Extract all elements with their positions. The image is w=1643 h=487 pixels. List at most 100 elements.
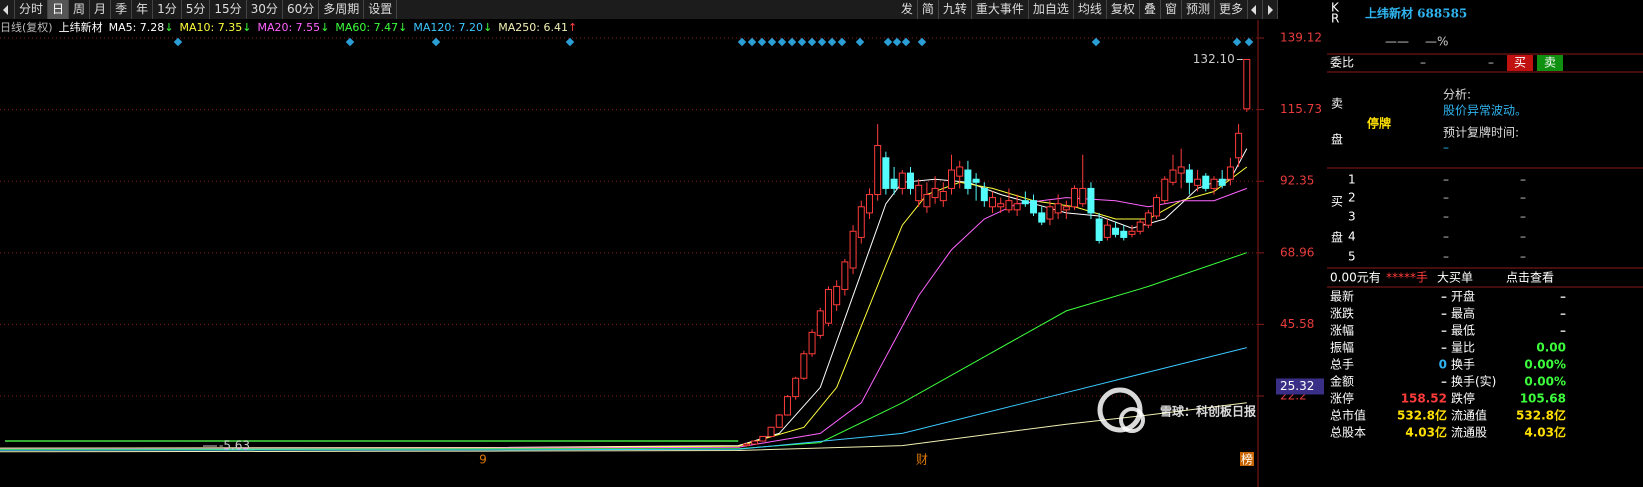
- quote-label: 换手: [1451, 358, 1475, 372]
- candle-body: [808, 331, 816, 355]
- flag: R: [1331, 12, 1339, 26]
- sell-button-label[interactable]: 卖: [1544, 56, 1556, 70]
- period-tab[interactable]: 多周期: [319, 0, 365, 19]
- tool-button[interactable]: 更多: [1215, 0, 1248, 19]
- level: 1: [1348, 173, 1356, 187]
- tool-button[interactable]: 加自选: [1029, 0, 1074, 19]
- resume: 预计复牌时间:: [1443, 126, 1519, 140]
- weibi-value: –: [1488, 56, 1494, 70]
- event-marker: [345, 37, 355, 47]
- buy-button-label[interactable]: 买: [1514, 56, 1526, 70]
- tool-button[interactable]: 重大事件: [972, 0, 1029, 19]
- period-tab[interactable]: 5分: [182, 0, 211, 19]
- quote-value: –: [1560, 324, 1566, 338]
- ma-trend: ↓: [398, 21, 408, 34]
- candle-body: [1136, 221, 1144, 232]
- big-order: *****手: [1386, 271, 1428, 285]
- period-label: 日线(复权): [0, 21, 53, 34]
- candle-body: [751, 440, 759, 445]
- tool-button[interactable]: 叠: [1140, 0, 1161, 19]
- status: 停牌: [1367, 116, 1391, 131]
- candle-body: [997, 203, 1005, 208]
- period-tab[interactable]: 设置: [364, 0, 398, 19]
- period-tab[interactable]: 15分: [210, 0, 247, 19]
- tool-button[interactable]: 发: [897, 0, 918, 19]
- current-price-box: [1276, 378, 1324, 395]
- candle-body: [1095, 218, 1103, 241]
- candle-body: [915, 184, 923, 202]
- sell-button: [1537, 55, 1563, 71]
- candle-body: [1013, 203, 1021, 211]
- candle-body: [1112, 227, 1120, 235]
- candle-body: [841, 261, 849, 290]
- event-marker: [737, 37, 747, 47]
- resume-value: –: [1443, 141, 1449, 155]
- period-tab[interactable]: 季: [111, 0, 133, 19]
- ma-trend: ↓: [320, 21, 330, 34]
- volume: –: [1520, 230, 1526, 244]
- event-marker: [855, 37, 865, 47]
- quote-label: 涨跌: [1330, 306, 1354, 321]
- ma-name: MA120: 7.20: [413, 21, 484, 34]
- reason: 股价异常波动。: [1443, 104, 1527, 118]
- period-tab[interactable]: 60分: [283, 0, 320, 19]
- period-tab[interactable]: 日: [48, 0, 70, 19]
- ma-legend: MA250: 6.41↑: [498, 20, 577, 36]
- tool-button[interactable]: 九转: [939, 0, 972, 19]
- period-tab[interactable]: 分时: [15, 0, 49, 19]
- event-marker: [777, 37, 787, 47]
- pct: —%: [1425, 35, 1448, 49]
- event-marker: [565, 37, 575, 47]
- event-marker: [431, 37, 441, 47]
- price: –: [1443, 210, 1449, 224]
- period-tab[interactable]: 30分: [247, 0, 283, 19]
- candle-body: [1054, 203, 1062, 214]
- quote-label: 最高: [1451, 306, 1475, 321]
- tool-button[interactable]: 预测: [1182, 0, 1215, 19]
- tool-button[interactable]: 窗: [1161, 0, 1182, 19]
- event-marker: [787, 37, 797, 47]
- period-tab[interactable]: 月: [90, 0, 112, 19]
- quote-value: 158.52: [1401, 392, 1447, 406]
- event-marker: [817, 37, 827, 47]
- period-tab[interactable]: 周: [69, 0, 91, 19]
- back-icon[interactable]: [1248, 0, 1263, 19]
- buy-button: [1507, 55, 1533, 71]
- quote-value: 532.8亿: [1516, 408, 1566, 423]
- price: –: [1443, 173, 1449, 187]
- ma-line: [0, 148, 1248, 449]
- price: –: [1443, 250, 1449, 264]
- event-marker: [1244, 37, 1254, 47]
- y-tick-label: 92.35: [1280, 174, 1314, 188]
- quote-label: 换手(实): [1451, 374, 1496, 389]
- next-icon[interactable]: [1263, 0, 1278, 19]
- candle-body: [1177, 166, 1185, 174]
- quote-value: 105.68: [1520, 392, 1566, 406]
- period-tab[interactable]: 年: [132, 0, 154, 19]
- quote-label: 流通值: [1451, 408, 1487, 423]
- tool-button[interactable]: 复权: [1107, 0, 1140, 19]
- prev-icon[interactable]: [0, 0, 15, 19]
- ma-line: [0, 347, 1247, 451]
- x-marker: 榜: [1241, 452, 1253, 467]
- ma-trend: ↓: [242, 21, 252, 34]
- ma-name: MA20: 7.55: [257, 21, 321, 34]
- level: 3: [1348, 210, 1356, 224]
- candle-body: [1194, 178, 1202, 186]
- stock-label: 上纬新材: [58, 21, 103, 34]
- period-tab[interactable]: 1分: [153, 0, 182, 19]
- candle-body: [989, 197, 997, 208]
- quote-value: 0.00: [1536, 341, 1566, 355]
- tool-button[interactable]: 简: [918, 0, 939, 19]
- candle-body: [931, 187, 939, 199]
- volume: –: [1520, 173, 1526, 187]
- candle-body: [1161, 178, 1169, 202]
- tool-button[interactable]: 均线: [1074, 0, 1107, 19]
- volume: –: [1520, 210, 1526, 224]
- y-tick-label: 115.73: [1280, 102, 1322, 116]
- quote-value: 0: [1439, 358, 1447, 372]
- event-marker: [1232, 37, 1242, 47]
- y-tick-label: 139.12: [1280, 31, 1322, 45]
- quote-label: 流通股: [1451, 426, 1487, 440]
